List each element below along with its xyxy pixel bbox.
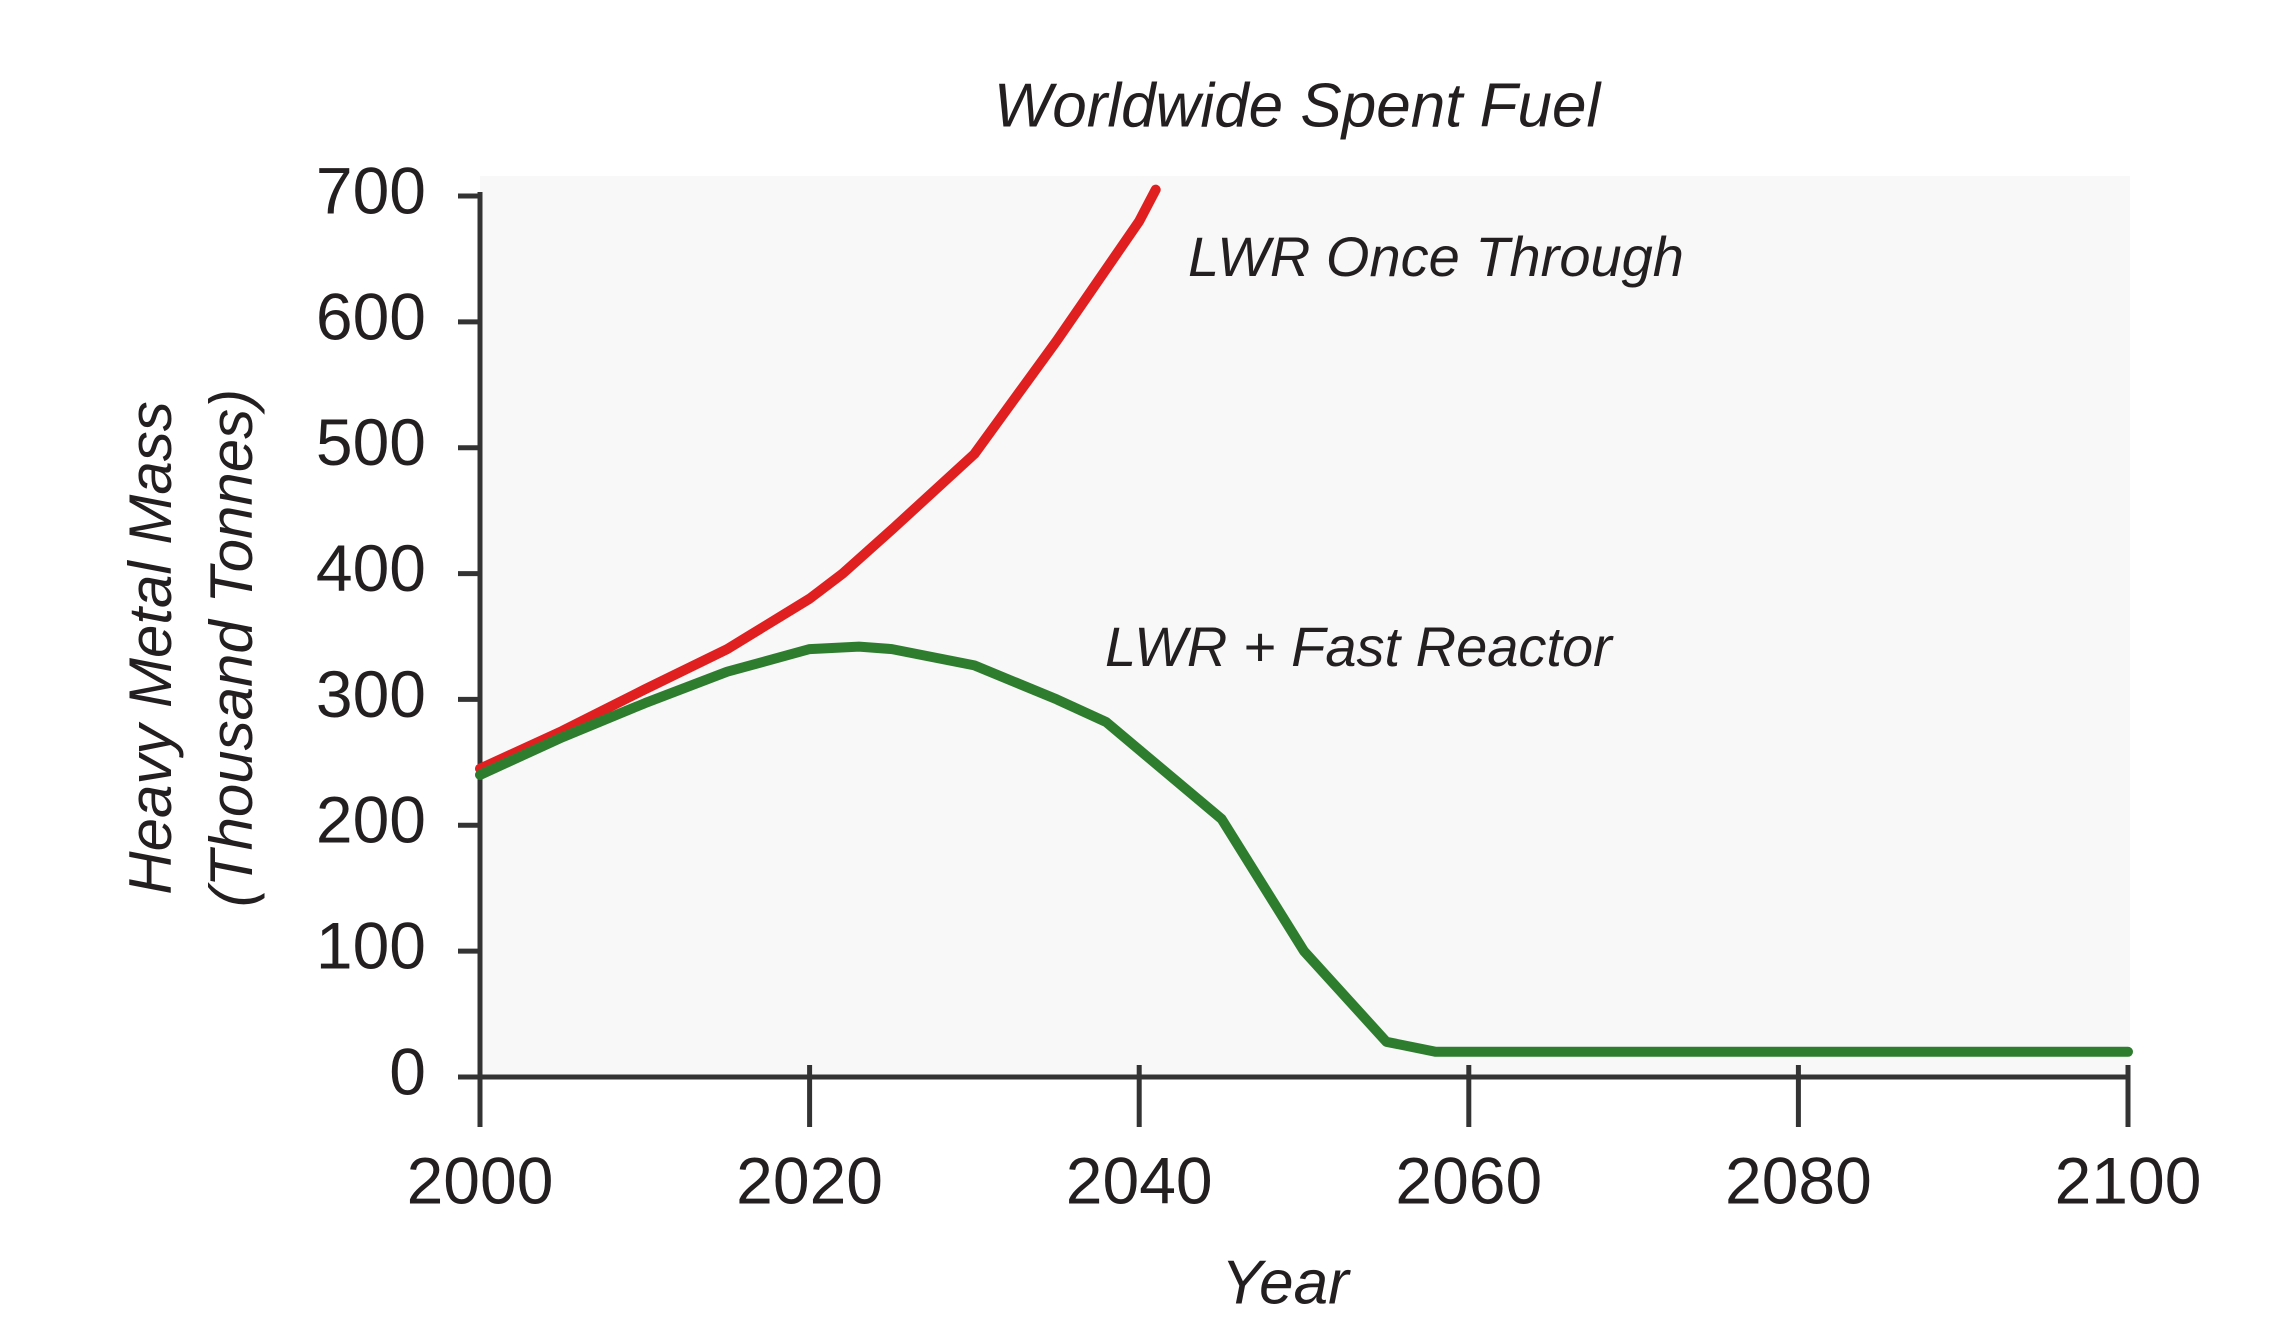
x-tick-label: 2060 bbox=[1395, 1143, 1542, 1217]
y-tick-label: 0 bbox=[389, 1034, 426, 1108]
y-tick-label: 600 bbox=[316, 279, 426, 353]
x-tick-label: 2000 bbox=[407, 1143, 554, 1217]
series-line bbox=[475, 641, 2133, 1057]
y-tick-label: 100 bbox=[316, 909, 426, 983]
y-tick-label: 400 bbox=[316, 531, 426, 605]
series-label: LWR Once Through bbox=[1188, 225, 1684, 288]
y-axis-label: Heavy Metal Mass bbox=[117, 401, 184, 894]
x-tick-label: 2080 bbox=[1725, 1143, 1872, 1217]
y-tick-label: 500 bbox=[316, 405, 426, 479]
chart-title: Worldwide Spent Fuel bbox=[994, 71, 1603, 140]
y-tick-label: 300 bbox=[316, 657, 426, 731]
y-axis-label: (Thousand Tonnes) bbox=[198, 389, 265, 907]
x-tick-label: 2100 bbox=[2055, 1143, 2202, 1217]
y-tick-label: 200 bbox=[316, 783, 426, 857]
series-label: LWR + Fast Reactor bbox=[1105, 615, 1614, 678]
x-axis-label: Year bbox=[1221, 1248, 1351, 1317]
y-tick-label: 700 bbox=[316, 153, 426, 227]
x-tick-label: 2020 bbox=[736, 1143, 883, 1217]
series-line bbox=[475, 184, 1161, 774]
x-tick-label: 2040 bbox=[1066, 1143, 1213, 1217]
